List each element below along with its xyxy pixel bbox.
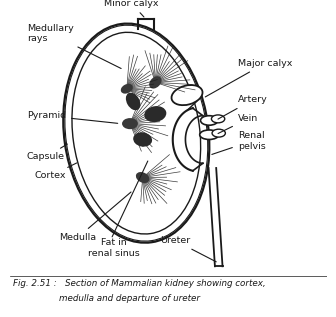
Text: medulla and departure of ureter: medulla and departure of ureter (59, 294, 200, 303)
Text: Cortex: Cortex (35, 163, 77, 180)
Ellipse shape (212, 129, 225, 137)
Ellipse shape (121, 84, 133, 94)
Ellipse shape (133, 132, 152, 147)
Ellipse shape (144, 106, 166, 122)
Text: Ureter: Ureter (160, 236, 216, 262)
Text: Fat in
renal sinus: Fat in renal sinus (88, 238, 140, 258)
Ellipse shape (149, 76, 162, 88)
Text: Renal
pelvis: Renal pelvis (212, 131, 265, 154)
Ellipse shape (122, 118, 138, 129)
Text: Medullary
rays: Medullary rays (27, 23, 121, 68)
Text: Medulla: Medulla (59, 192, 131, 242)
Text: Fig. 2.51 :   Section of Mammalian kidney showing cortex,: Fig. 2.51 : Section of Mammalian kidney … (13, 279, 265, 288)
Text: Vein: Vein (218, 114, 258, 133)
Ellipse shape (201, 116, 218, 125)
Text: Artery: Artery (218, 95, 267, 119)
Text: Major calyx: Major calyx (205, 59, 292, 97)
Ellipse shape (211, 115, 225, 123)
Text: Pyramid: Pyramid (27, 111, 118, 123)
Ellipse shape (136, 172, 150, 183)
Ellipse shape (200, 130, 219, 139)
Text: Capsule: Capsule (27, 144, 67, 161)
Ellipse shape (126, 93, 140, 110)
Text: Minor calyx: Minor calyx (104, 0, 159, 17)
Ellipse shape (171, 85, 203, 105)
Ellipse shape (65, 25, 208, 241)
